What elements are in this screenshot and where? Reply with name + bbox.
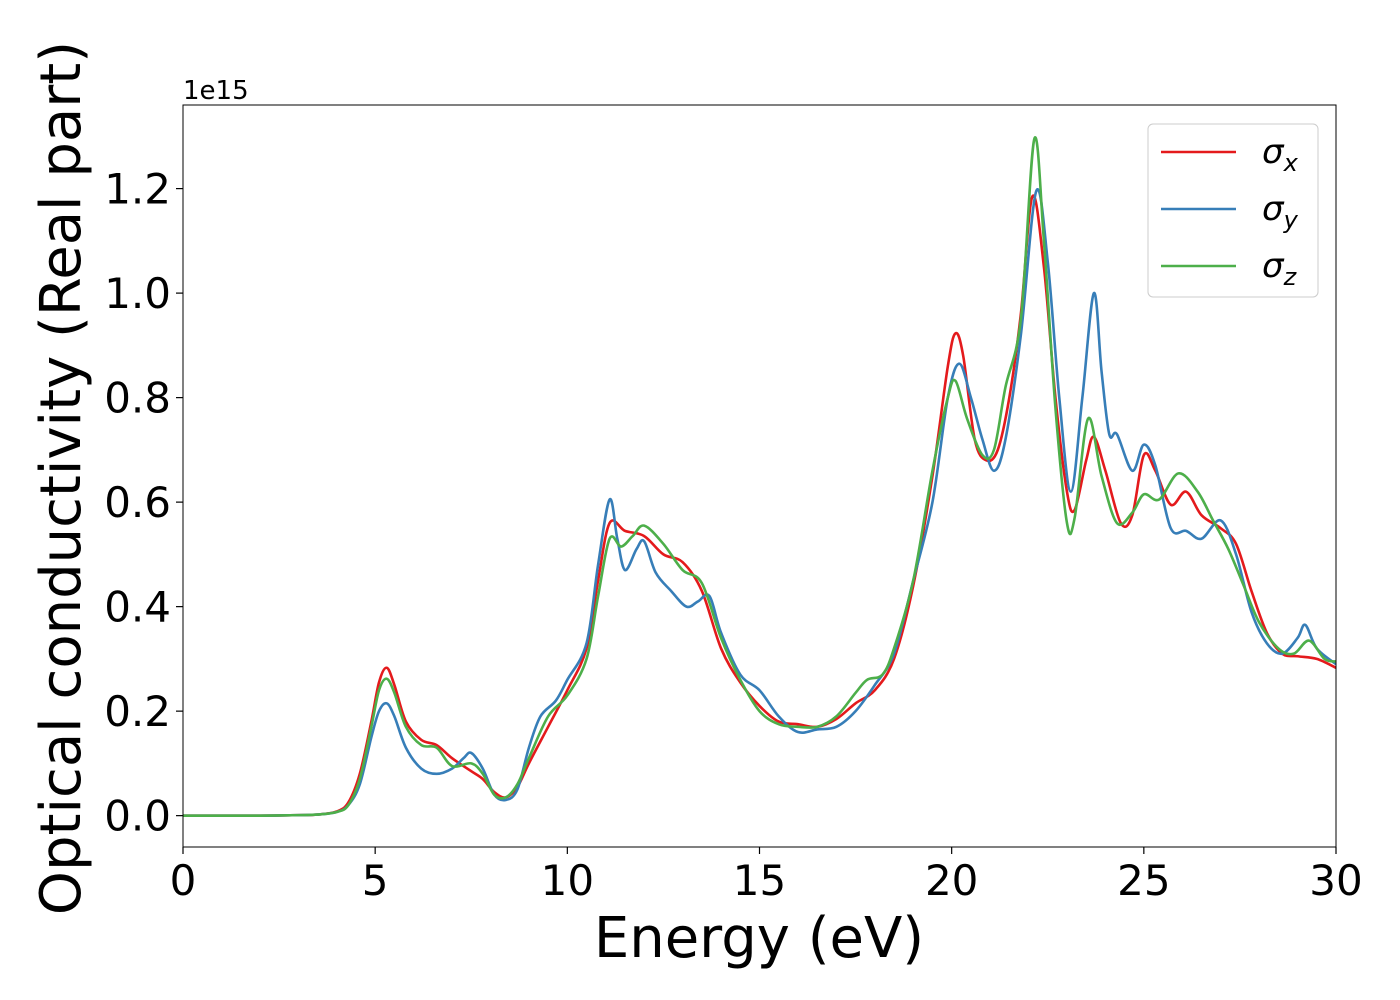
- x-tick-label: 5: [362, 856, 389, 905]
- x-tick-label: 30: [1309, 856, 1362, 905]
- y-axis: 0.0 0.2 0.4 0.6 0.8 1.0 1.2: [104, 165, 183, 841]
- series-line-y: [183, 188, 1336, 817]
- legend: σx σy σz: [1147, 123, 1319, 298]
- legend-box: [1147, 123, 1319, 298]
- x-tick-label: 0: [170, 856, 197, 905]
- legend-label-x: σx: [1262, 132, 1299, 177]
- y-axis-label: Optical conductivity (Real part): [29, 41, 94, 915]
- series-layer: [183, 136, 1336, 817]
- y-tick-label: 1.2: [104, 165, 171, 214]
- y-tick-label: 0.2: [104, 687, 171, 736]
- legend-label-z: σz: [1262, 246, 1298, 291]
- y-tick-label: 0.4: [104, 583, 171, 632]
- series-line-x: [183, 194, 1336, 817]
- y-tick-label: 1.0: [104, 269, 171, 318]
- x-tick-label: 15: [733, 856, 786, 905]
- y-offset-text: 1e15: [183, 76, 249, 106]
- x-tick-label: 10: [541, 856, 594, 905]
- legend-label-y: σy: [1262, 189, 1299, 234]
- y-tick-label: 0.6: [104, 478, 171, 527]
- x-axis: 0 5 10 15 20 25 30: [170, 847, 1363, 905]
- x-tick-label: 20: [925, 856, 978, 905]
- y-tick-label: 0.8: [104, 374, 171, 423]
- series-line-z: [183, 136, 1336, 817]
- y-tick-label: 0.0: [104, 792, 171, 841]
- x-axis-label: Energy (eV): [594, 906, 924, 971]
- x-tick-label: 25: [1117, 856, 1170, 905]
